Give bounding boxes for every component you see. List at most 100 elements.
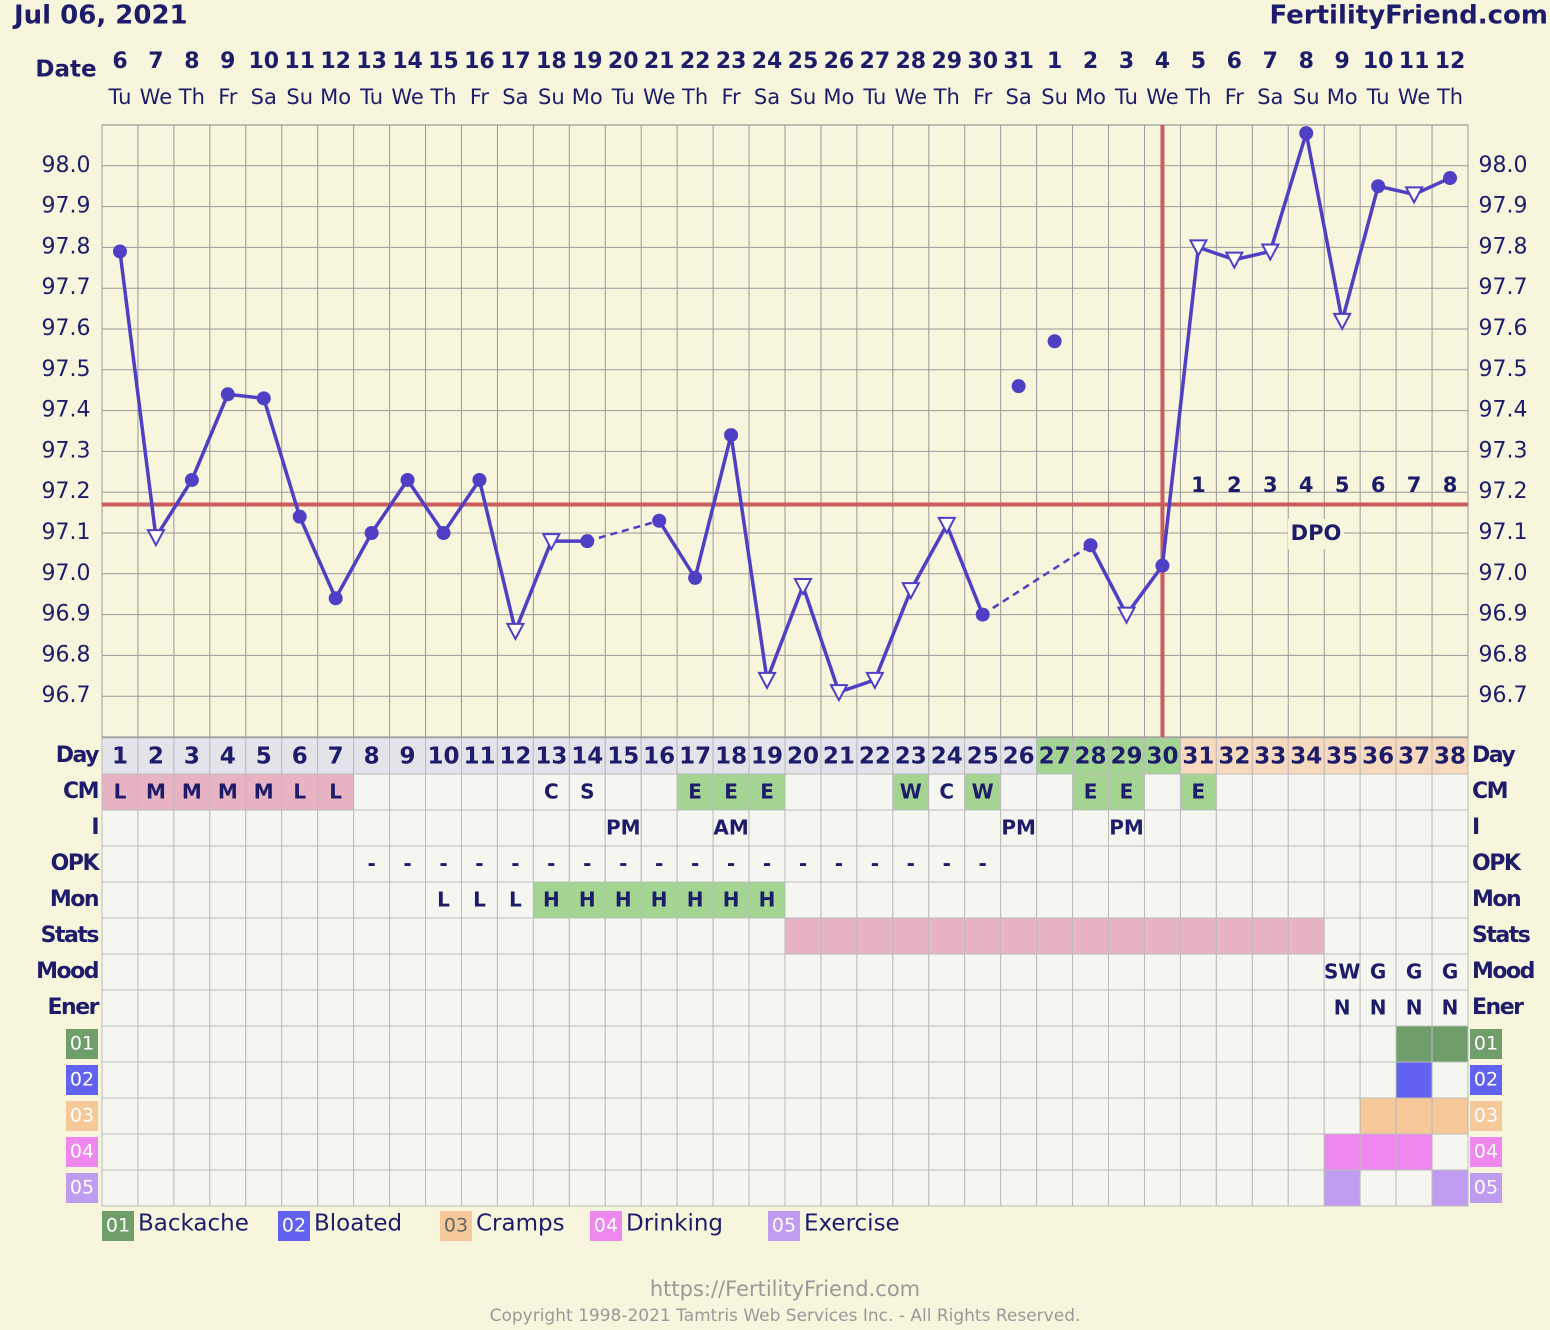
table-cell — [928, 881, 966, 919]
cell-text: E — [1120, 780, 1134, 804]
temp-marker — [1155, 558, 1170, 573]
table-cell — [496, 1169, 534, 1207]
table-cell — [820, 917, 858, 955]
table-cell — [1359, 845, 1397, 883]
table-cell — [712, 809, 750, 847]
row-label-box — [66, 1029, 98, 1059]
table-cell — [425, 1061, 462, 1099]
cell-text: M — [218, 780, 238, 804]
table-cell — [532, 1133, 570, 1171]
table-cell — [568, 1169, 606, 1207]
table-cell — [496, 953, 534, 991]
date-label: 12 — [1435, 49, 1466, 74]
table-cell — [1179, 881, 1217, 919]
row-label: 03 — [70, 1105, 94, 1127]
table-cell — [101, 917, 139, 955]
cell-text: 34 — [1290, 744, 1322, 770]
temp-marker — [1371, 179, 1386, 194]
date-label: 23 — [716, 49, 747, 74]
table-cell — [1143, 989, 1181, 1027]
cell-text: 31 — [1182, 744, 1214, 770]
table-cell — [353, 1169, 391, 1207]
table-cell — [676, 989, 714, 1027]
table-cell — [1251, 809, 1289, 847]
table-cell — [712, 953, 750, 991]
cell-text: - — [403, 852, 411, 876]
cell-text: 11 — [463, 744, 495, 770]
dpo-label: 5 — [1335, 473, 1350, 497]
table-cell — [604, 881, 642, 919]
table-cell — [1000, 989, 1038, 1027]
table-cell — [101, 773, 139, 811]
table-cell — [425, 1025, 462, 1063]
cell-text: 17 — [679, 744, 711, 770]
table-cell — [1287, 1097, 1325, 1135]
table-cell — [928, 953, 966, 991]
table-cell — [389, 1169, 427, 1207]
table-cell — [1431, 881, 1469, 919]
weekday-label: Fr — [218, 85, 238, 109]
cell-text: - — [763, 852, 771, 876]
table-cell — [748, 773, 786, 811]
temp-marker — [1188, 239, 1209, 258]
table-cell — [101, 953, 139, 991]
date-label: 11 — [1399, 49, 1430, 74]
table-cell — [820, 881, 858, 919]
y-tick-label-right: 97.8 — [1479, 234, 1528, 259]
cell-text: M — [182, 780, 202, 804]
table-cell — [353, 773, 391, 811]
cell-text: C — [544, 780, 559, 804]
table-cell — [173, 809, 211, 847]
table-cell — [640, 917, 678, 955]
table-cell — [892, 1025, 930, 1063]
cell-text: 3 — [184, 744, 200, 770]
table-cell — [820, 1133, 858, 1171]
table-cell — [820, 809, 858, 847]
table-cell — [317, 989, 355, 1027]
table-cell — [784, 773, 822, 811]
table-cell — [568, 845, 606, 883]
row-label-right: Day — [1472, 743, 1515, 768]
table-cell — [892, 1097, 930, 1135]
temp-marker — [541, 533, 562, 552]
table-cell — [1108, 809, 1145, 847]
table-cell — [1251, 773, 1289, 811]
temp-marker — [724, 428, 739, 443]
table-cell — [892, 1061, 930, 1099]
y-tick-label-right: 97.4 — [1479, 398, 1528, 423]
table-cell — [137, 1025, 175, 1063]
weekday-label: Tu — [359, 85, 383, 109]
temp-marker — [937, 516, 957, 535]
table-cell — [101, 1097, 139, 1135]
cell-text: 29 — [1110, 744, 1142, 770]
table-cell — [1179, 1133, 1217, 1171]
table-cell — [1000, 1097, 1038, 1135]
table-cell — [1072, 773, 1110, 811]
table-cell — [604, 773, 642, 811]
cell-text: 5 — [256, 744, 272, 770]
row-label-box — [66, 1173, 98, 1203]
row-label: Day — [56, 743, 99, 768]
y-tick-label-right: 98.0 — [1479, 153, 1528, 178]
cell-text: 30 — [1146, 744, 1178, 770]
dpo-label: 6 — [1371, 473, 1386, 497]
table-cell — [425, 989, 462, 1027]
weekday-label: We — [1398, 85, 1430, 109]
y-tick-label-right: 97.6 — [1479, 316, 1528, 341]
temp-marker — [364, 526, 379, 540]
cell-text: 28 — [1075, 744, 1107, 770]
cell-text: 1 — [112, 744, 128, 770]
table-cell — [1359, 809, 1397, 847]
table-cell — [1287, 845, 1325, 883]
table-cell — [784, 809, 822, 847]
weekday-label: We — [1146, 85, 1178, 109]
table-cell — [137, 989, 175, 1027]
date-label: 24 — [752, 49, 783, 74]
cell-text: E — [724, 780, 738, 804]
cell-text: - — [655, 852, 663, 876]
table-cell — [604, 737, 642, 775]
cell-text: AM — [713, 816, 748, 840]
cell-text: 9 — [400, 744, 416, 770]
table-cell — [676, 953, 714, 991]
dpo-box — [1288, 519, 1344, 549]
